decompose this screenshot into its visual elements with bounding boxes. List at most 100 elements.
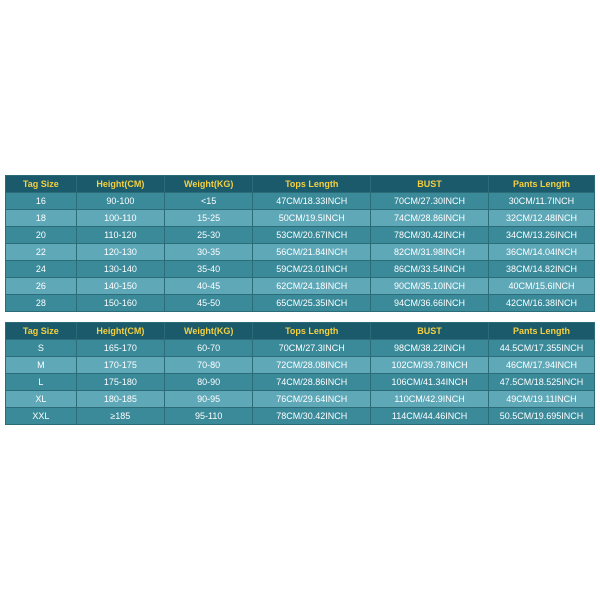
col-tops-length: Tops Length: [253, 176, 371, 193]
col-height: Height(CM): [76, 176, 164, 193]
table-cell: 35-40: [165, 261, 253, 278]
col-weight: Weight(KG): [165, 176, 253, 193]
table-cell: 34CM/13.26INCH: [488, 227, 594, 244]
table-body-kids: 1690-100<1547CM/18.33INCH70CM/27.30INCH3…: [6, 193, 595, 312]
table-row: 26140-15040-4562CM/24.18INCH90CM/35.10IN…: [6, 278, 595, 295]
table-cell: 90-100: [76, 193, 164, 210]
table-cell: 46CM/17.94INCH: [488, 357, 594, 374]
table-cell: 24: [6, 261, 77, 278]
table-cell: 30-35: [165, 244, 253, 261]
table-cell: 60-70: [165, 340, 253, 357]
table-cell: <15: [165, 193, 253, 210]
col-bust: BUST: [371, 323, 489, 340]
table-row: 20110-12025-3053CM/20.67INCH78CM/30.42IN…: [6, 227, 595, 244]
table-cell: 80-90: [165, 374, 253, 391]
table-cell: 100-110: [76, 210, 164, 227]
table-cell: 72CM/28.08INCH: [253, 357, 371, 374]
table-body-adults: S165-17060-7070CM/27.3INCH98CM/38.22INCH…: [6, 340, 595, 425]
table-cell: 150-160: [76, 295, 164, 312]
table-cell: 42CM/16.38INCH: [488, 295, 594, 312]
table-cell: 74CM/28.86INCH: [253, 374, 371, 391]
col-pants-length: Pants Length: [488, 323, 594, 340]
col-tops-length: Tops Length: [253, 323, 371, 340]
table-cell: M: [6, 357, 77, 374]
table-row: XL180-18590-9576CM/29.64INCH110CM/42.9IN…: [6, 391, 595, 408]
table-row: S165-17060-7070CM/27.3INCH98CM/38.22INCH…: [6, 340, 595, 357]
table-cell: 22: [6, 244, 77, 261]
table-cell: 47.5CM/18.525INCH: [488, 374, 594, 391]
table-cell: 16: [6, 193, 77, 210]
size-table-adults: Tag Size Height(CM) Weight(KG) Tops Leng…: [5, 322, 595, 425]
col-pants-length: Pants Length: [488, 176, 594, 193]
col-tag-size: Tag Size: [6, 323, 77, 340]
table-cell: 45-50: [165, 295, 253, 312]
table-row: 24130-14035-4059CM/23.01INCH86CM/33.54IN…: [6, 261, 595, 278]
table-row: 1690-100<1547CM/18.33INCH70CM/27.30INCH3…: [6, 193, 595, 210]
size-table-kids: Tag Size Height(CM) Weight(KG) Tops Leng…: [5, 175, 595, 312]
table-cell: 180-185: [76, 391, 164, 408]
table-cell: 18: [6, 210, 77, 227]
table-cell: 70CM/27.3INCH: [253, 340, 371, 357]
table-cell: 70-80: [165, 357, 253, 374]
table-row: M170-17570-8072CM/28.08INCH102CM/39.78IN…: [6, 357, 595, 374]
col-tag-size: Tag Size: [6, 176, 77, 193]
table-cell: 114CM/44.46INCH: [371, 408, 489, 425]
table-cell: 98CM/38.22INCH: [371, 340, 489, 357]
table-cell: 59CM/23.01INCH: [253, 261, 371, 278]
table-row: XXL≥18595-11078CM/30.42INCH114CM/44.46IN…: [6, 408, 595, 425]
table-cell: 120-130: [76, 244, 164, 261]
table-cell: 95-110: [165, 408, 253, 425]
table-gap: [5, 312, 595, 322]
col-bust: BUST: [371, 176, 489, 193]
table-cell: 130-140: [76, 261, 164, 278]
table-cell: 70CM/27.30INCH: [371, 193, 489, 210]
col-height: Height(CM): [76, 323, 164, 340]
col-weight: Weight(KG): [165, 323, 253, 340]
table-cell: 20: [6, 227, 77, 244]
table-cell: 62CM/24.18INCH: [253, 278, 371, 295]
table-cell: 94CM/36.66INCH: [371, 295, 489, 312]
table-cell: 110-120: [76, 227, 164, 244]
table-cell: 175-180: [76, 374, 164, 391]
table-row: 18100-11015-2550CM/19.5INCH74CM/28.86INC…: [6, 210, 595, 227]
table-cell: 82CM/31.98INCH: [371, 244, 489, 261]
table-header: Tag Size Height(CM) Weight(KG) Tops Leng…: [6, 323, 595, 340]
table-cell: 50.5CM/19.695INCH: [488, 408, 594, 425]
table-cell: 28: [6, 295, 77, 312]
table-cell: 25-30: [165, 227, 253, 244]
size-chart-container: Tag Size Height(CM) Weight(KG) Tops Leng…: [5, 175, 595, 425]
table-cell: 86CM/33.54INCH: [371, 261, 489, 278]
table-cell: 47CM/18.33INCH: [253, 193, 371, 210]
table-cell: L: [6, 374, 77, 391]
table-cell: 15-25: [165, 210, 253, 227]
table-cell: 165-170: [76, 340, 164, 357]
table-cell: 90CM/35.10INCH: [371, 278, 489, 295]
table-cell: 74CM/28.86INCH: [371, 210, 489, 227]
table-cell: XXL: [6, 408, 77, 425]
table-cell: S: [6, 340, 77, 357]
table-cell: 65CM/25.35INCH: [253, 295, 371, 312]
table-row: L175-18080-9074CM/28.86INCH106CM/41.34IN…: [6, 374, 595, 391]
table-cell: 30CM/11.7INCH: [488, 193, 594, 210]
table-cell: 78CM/30.42INCH: [371, 227, 489, 244]
table-cell: 106CM/41.34INCH: [371, 374, 489, 391]
table-cell: 50CM/19.5INCH: [253, 210, 371, 227]
table-cell: 53CM/20.67INCH: [253, 227, 371, 244]
table-cell: ≥185: [76, 408, 164, 425]
table-cell: 36CM/14.04INCH: [488, 244, 594, 261]
table-cell: 102CM/39.78INCH: [371, 357, 489, 374]
table-cell: XL: [6, 391, 77, 408]
table-cell: 40CM/15.6INCH: [488, 278, 594, 295]
table-cell: 38CM/14.82INCH: [488, 261, 594, 278]
table-cell: 40-45: [165, 278, 253, 295]
table-cell: 32CM/12.48INCH: [488, 210, 594, 227]
table-header: Tag Size Height(CM) Weight(KG) Tops Leng…: [6, 176, 595, 193]
table-cell: 76CM/29.64INCH: [253, 391, 371, 408]
table-cell: 44.5CM/17.355INCH: [488, 340, 594, 357]
table-row: 22120-13030-3556CM/21.84INCH82CM/31.98IN…: [6, 244, 595, 261]
table-cell: 26: [6, 278, 77, 295]
table-row: 28150-16045-5065CM/25.35INCH94CM/36.66IN…: [6, 295, 595, 312]
table-cell: 140-150: [76, 278, 164, 295]
table-cell: 170-175: [76, 357, 164, 374]
table-cell: 110CM/42.9INCH: [371, 391, 489, 408]
